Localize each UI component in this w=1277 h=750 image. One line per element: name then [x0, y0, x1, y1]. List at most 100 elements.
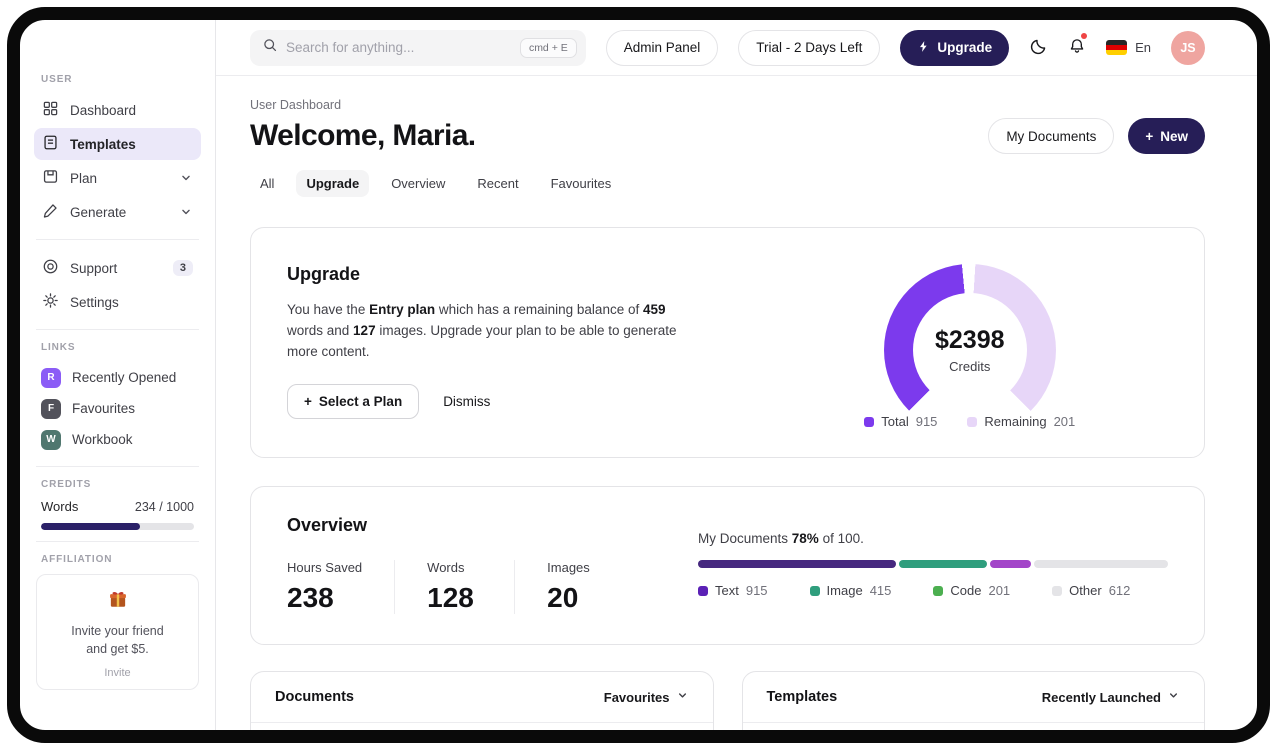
sidebar-divider [36, 239, 199, 240]
tab-all[interactable]: All [250, 170, 284, 197]
tab-upgrade[interactable]: Upgrade [296, 170, 370, 197]
sidebar-item-label: Plan [70, 170, 98, 186]
link-avatar: R [41, 367, 61, 388]
gauge-legend: Total 915 Remaining 201 [864, 414, 1075, 429]
sidebar-link-workbook[interactable]: W Workbook [34, 424, 201, 455]
template-row[interactable]: Blog Post Title in Workbook [743, 723, 1205, 730]
tab-overview[interactable]: Overview [381, 170, 455, 197]
search-input[interactable] [286, 40, 512, 55]
documents-card: Documents Favourites Untitled Document i… [250, 671, 714, 730]
my-documents-button[interactable]: My Documents [988, 118, 1115, 154]
documents-progress-text: My Documents 78% of 100. [698, 531, 864, 546]
language-selector[interactable]: En [1106, 40, 1151, 55]
sidebar-item-label: Dashboard [70, 102, 137, 118]
german-flag-icon [1106, 40, 1128, 55]
sidebar-item-templates[interactable]: Templates [34, 128, 201, 160]
chevron-down-icon [179, 205, 193, 219]
plus-icon: + [304, 393, 312, 409]
link-avatar: W [41, 429, 61, 450]
chevron-down-icon [1167, 689, 1180, 705]
trial-button[interactable]: Trial - 2 Days Left [738, 29, 881, 66]
legend-dot [809, 585, 820, 596]
gear-icon [42, 292, 59, 312]
search-icon [262, 37, 278, 58]
sidebar-item-settings[interactable]: Settings [34, 286, 201, 318]
search-bar: cmd + E [250, 29, 586, 66]
gauge-center: $2398 Credits [935, 326, 1005, 374]
legend-item-code: Code 201 [933, 583, 1010, 598]
legend-item-remaining: Remaining 201 [967, 414, 1075, 429]
upgrade-card: Upgrade You have the Entry plan which ha… [250, 227, 1205, 458]
invite-button[interactable]: Invite [104, 667, 131, 680]
support-count-badge: 3 [172, 260, 193, 276]
sidebar-item-generate[interactable]: Generate [34, 196, 201, 228]
breadcrumb: User Dashboard [250, 98, 342, 112]
sidebar-link-favourites[interactable]: F Favourites [34, 393, 201, 424]
sidebar-item-support[interactable]: Support 3 [34, 252, 201, 284]
sidebar-link-label: Favourites [72, 401, 136, 416]
new-button-label: New [1160, 128, 1188, 144]
sidebar-link-label: Recently Opened [72, 370, 177, 385]
bolt-icon [917, 40, 930, 56]
templates-card-header: Templates Recently Launched [742, 672, 1204, 723]
chevron-down-icon [676, 689, 689, 705]
gauge-label: Credits [949, 359, 991, 374]
main-area: cmd + E Admin Panel Trial - 2 Days Left … [216, 20, 1257, 730]
legend-dot [1052, 585, 1063, 596]
sidebar-section-affiliation: AFFILIATION [41, 554, 113, 565]
grid-icon [42, 100, 59, 120]
credits-gauge-chart: $2398 Credits [883, 264, 1056, 436]
sidebar-link-label: Workbook [72, 432, 133, 447]
affiliation-card: Invite your friend and get $5. Invite [36, 574, 199, 691]
user-avatar[interactable]: JS [1171, 30, 1205, 65]
sidebar-item-label: Templates [70, 136, 136, 152]
sidebar-item-dashboard[interactable]: Dashboard [34, 94, 201, 126]
admin-panel-button[interactable]: Admin Panel [605, 29, 719, 66]
templates-card-title: Templates [766, 689, 838, 705]
documents-card-header: Documents Favourites [251, 672, 713, 723]
topbar-right: Admin Panel Trial - 2 Days Left Upgrade … [605, 29, 1205, 66]
new-button[interactable]: + New [1128, 118, 1205, 154]
gauge-value: $2398 [935, 326, 1005, 354]
support-icon [42, 258, 59, 278]
upgrade-button[interactable]: Upgrade [900, 29, 1010, 66]
tab-favourites[interactable]: Favourites [541, 170, 622, 197]
credits-progress-fill [41, 523, 141, 530]
dismiss-button[interactable]: Dismiss [429, 385, 504, 418]
document-row[interactable]: Untitled Document in Workbook [251, 723, 713, 730]
credits-progress-track [41, 523, 194, 530]
title-actions: My Documents + New [988, 118, 1205, 154]
sidebar-section-user: USER [41, 74, 73, 85]
documents-filter-dropdown[interactable]: Favourites [604, 689, 689, 705]
bar-segment-other [1034, 560, 1168, 568]
stat-hours-saved: Hours Saved 238 [287, 560, 396, 614]
legend-item-other: Other 612 [1052, 583, 1130, 598]
chevron-down-icon [179, 171, 193, 185]
document-icon [42, 134, 59, 154]
pencil-icon [42, 202, 59, 222]
select-plan-button[interactable]: + Select a Plan [287, 383, 420, 419]
templates-card: Templates Recently Launched Blog Post Ti… [741, 671, 1205, 730]
sidebar-link-recently-opened[interactable]: R Recently Opened [34, 362, 201, 393]
legend-item-text: Text 915 [698, 583, 768, 598]
credits-label: Words [41, 499, 79, 514]
affiliation-text: Invite your friend and get $5. [71, 624, 164, 657]
overview-card-title: Overview [287, 515, 368, 535]
sidebar-item-plan[interactable]: Plan [34, 162, 201, 194]
stacked-progress-bar [698, 560, 1168, 568]
tab-recent[interactable]: Recent [467, 170, 528, 197]
stat-words: Words 128 [427, 560, 516, 614]
sidebar-item-label: Support [70, 260, 118, 276]
templates-filter-dropdown[interactable]: Recently Launched [1042, 689, 1180, 705]
legend-item-total: Total 915 [864, 414, 937, 429]
moon-icon [1029, 37, 1048, 59]
title-row: Welcome, Maria. My Documents + New [250, 118, 1205, 154]
notifications-button[interactable] [1068, 33, 1088, 58]
legend-item-image: Image 415 [809, 583, 891, 598]
overview-card-left: Overview Hours Saved 238 Words 128 Image… [287, 515, 667, 614]
notification-dot [1081, 33, 1088, 39]
credits-row: Words 234 / 1000 [34, 499, 201, 514]
plus-icon: + [1145, 128, 1154, 144]
legend-dot [967, 416, 978, 427]
dark-mode-toggle[interactable] [1029, 37, 1048, 59]
